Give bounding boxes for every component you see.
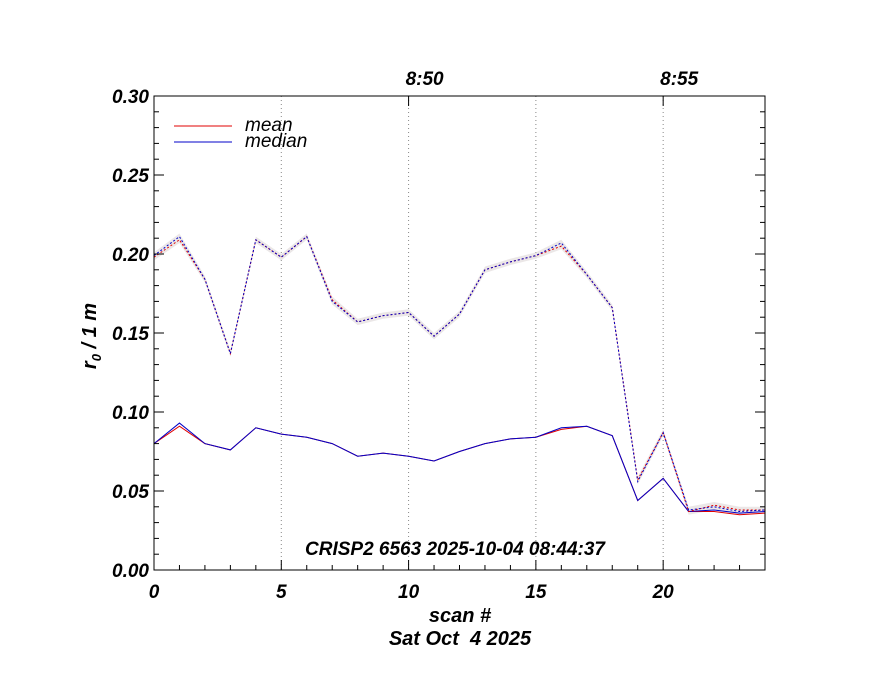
series-line-3-dotted [153, 235, 766, 513]
x-tick-label-15: 15 [525, 582, 547, 603]
chart-annotation: CRISP2 6563 2025-10-04 08:44:37 [305, 539, 606, 560]
y-axis-label-r: r [79, 360, 101, 369]
grid-lines [280, 96, 664, 570]
series-line-0-solid [153, 425, 766, 516]
x-tick-label-5: 5 [276, 582, 287, 603]
legend-label-median: median [245, 131, 307, 152]
y-axis-label: r0 / 1 m [79, 303, 104, 369]
y-tick-label-1: 0.05 [112, 482, 149, 503]
plot-frame [153, 95, 766, 571]
top-tick-label-1: 8:55 [660, 69, 698, 90]
legend: mean median [174, 115, 307, 152]
y-axis-label-subscript: 0 [89, 353, 104, 361]
y-axis-label-unit: / 1 m [79, 303, 101, 354]
x-axis-label: scan # [429, 605, 492, 627]
tick-labels: 0 5 10 15 20 8:50 8:55 0.00 0.05 0.10 0.15 0.20 0.25… [112, 69, 699, 603]
top-tick-label-0: 8:50 [406, 69, 444, 90]
y-tick-label-5: 0.25 [112, 166, 149, 187]
series-line-1-solid [153, 422, 766, 514]
dotted-series-band [154, 233, 765, 515]
y-axis-label-group: r0 / 1 m [79, 303, 104, 369]
y-tick-label-4: 0.20 [112, 245, 149, 266]
series-line-2-dotted [153, 235, 765, 513]
x-tick-label-10: 10 [398, 582, 420, 603]
y-tick-label-6: 0.30 [112, 87, 149, 108]
x-tick-label-0: 0 [149, 582, 160, 603]
x-tick-label-20: 20 [652, 582, 675, 603]
x-axis-sublabel: Sat Oct 4 2025 [389, 628, 532, 650]
y-tick-label-0: 0.00 [112, 561, 149, 582]
y-tick-label-2: 0.10 [112, 403, 149, 424]
axis-ticks [153, 95, 766, 571]
series-layer [153, 233, 766, 516]
y-tick-label-3: 0.15 [112, 324, 149, 345]
legend-label-mean: mean [245, 115, 293, 136]
